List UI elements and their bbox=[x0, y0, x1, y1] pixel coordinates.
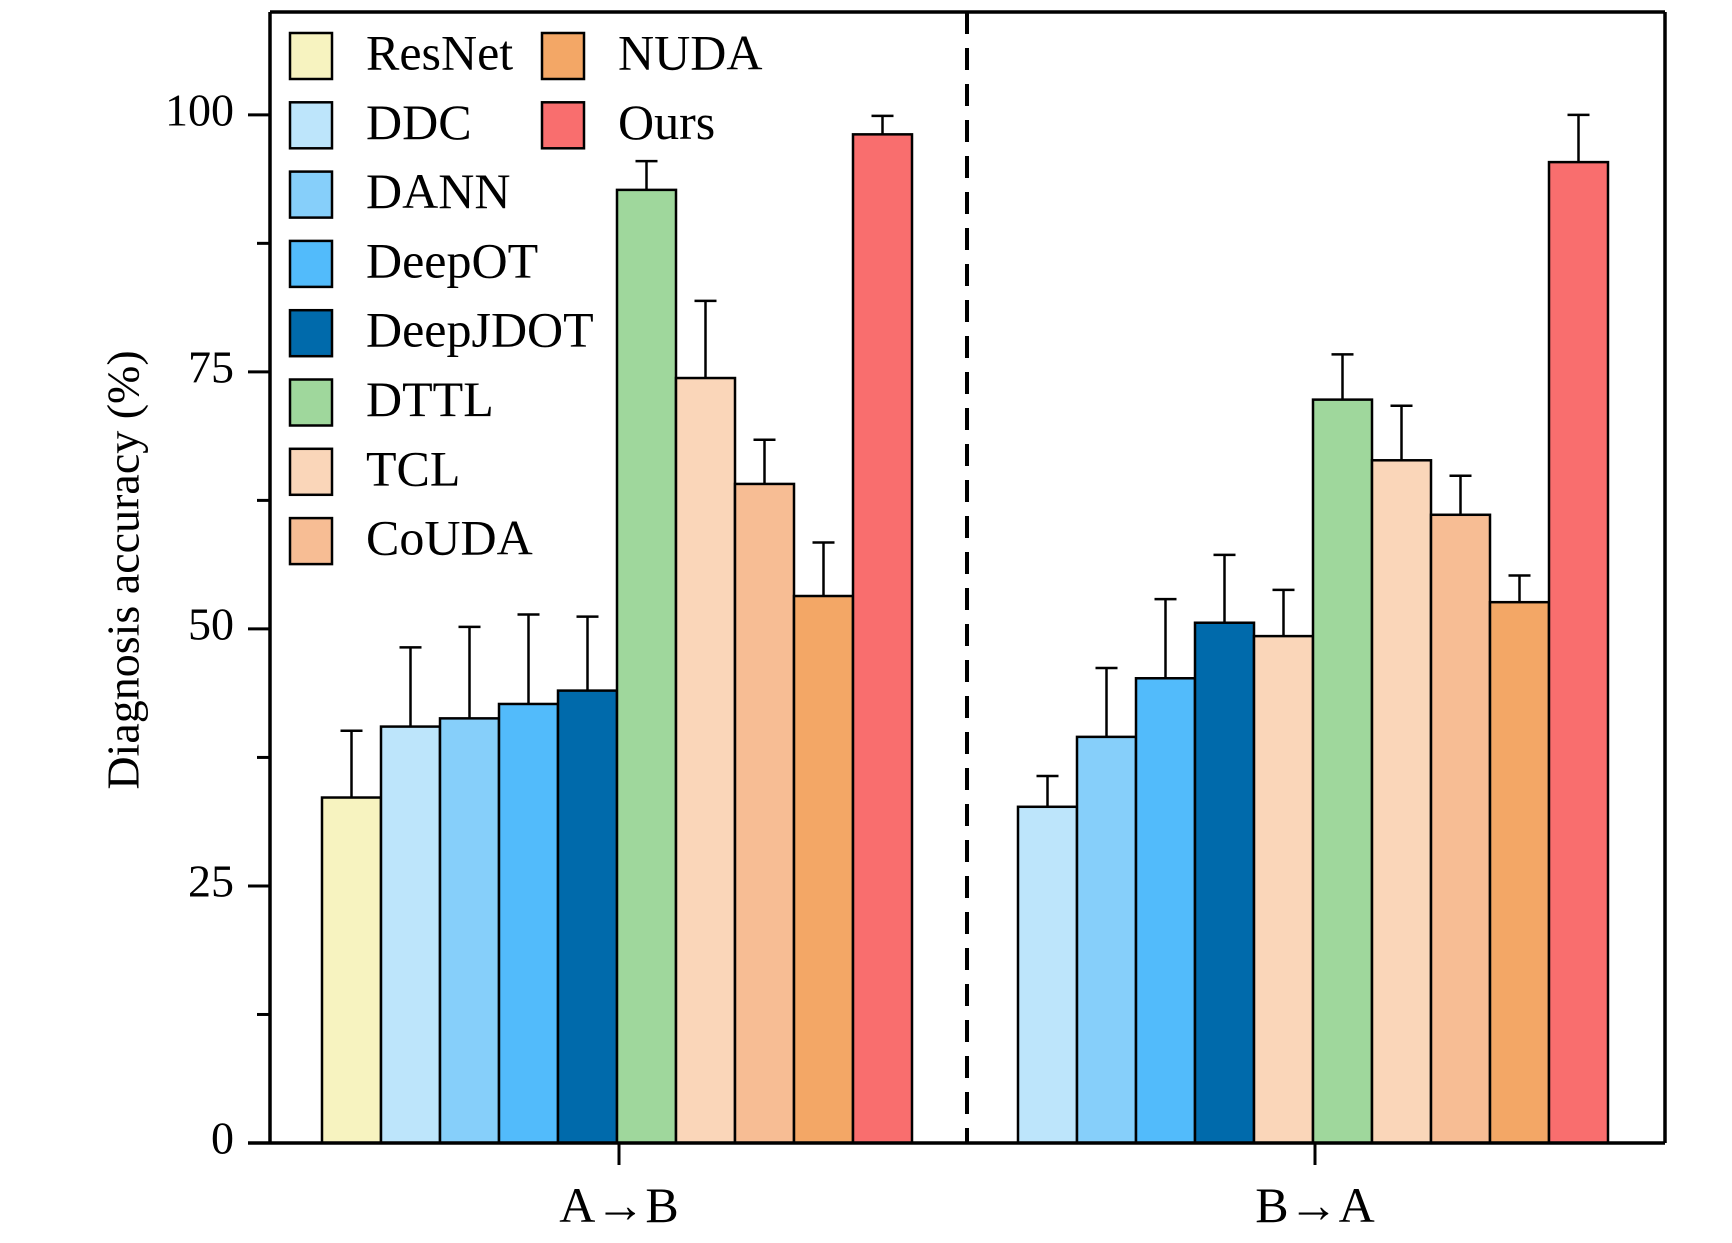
y-axis-title: Diagnosis accuracy (%) bbox=[98, 350, 149, 789]
legend-label-deepjdot: DeepJDOT bbox=[366, 302, 594, 358]
bar-b-a-tcl bbox=[1370, 459, 1433, 1145]
legend-swatch-couda bbox=[288, 516, 334, 566]
axes: 0 25 50 75 100 A→B B→A bbox=[165, 10, 1667, 1233]
legend-swatch-resnet bbox=[288, 31, 334, 81]
legend-label-resnet: ResNet bbox=[366, 24, 513, 80]
bar-b-a-deepjdot bbox=[1193, 621, 1256, 1145]
bar-b-a-nuda bbox=[1488, 600, 1551, 1145]
y-tick-label-50: 50 bbox=[188, 598, 234, 649]
bar-b-a-couda bbox=[1429, 513, 1492, 1145]
legend: ResNet DDC DANN DeepOT DeepJDOT DTTL TCL CoUDA N… bbox=[288, 24, 762, 566]
bar-a-b-tcl bbox=[674, 376, 737, 1145]
legend-label-deepot: DeepOT bbox=[366, 232, 538, 288]
legend-label-nuda: NUDA bbox=[618, 24, 762, 80]
x-tick-label-b-a: B→A bbox=[1255, 1177, 1374, 1233]
bar-a-b-couda bbox=[733, 482, 796, 1145]
legend-swatch-deepjdot bbox=[288, 308, 334, 358]
legend-label-ours: Ours bbox=[618, 94, 715, 150]
bar-b-a-tcl bbox=[1252, 634, 1315, 1145]
bar-b-a-dann bbox=[1075, 735, 1138, 1145]
y-tick-label-75: 75 bbox=[188, 341, 234, 392]
legend-label-dttl: DTTL bbox=[366, 371, 494, 427]
legend-label-couda: CoUDA bbox=[366, 510, 533, 566]
x-tick-label-a-b: A→B bbox=[559, 1177, 678, 1233]
legend-swatch-dttl bbox=[288, 378, 334, 427]
bar-a-b-ddc bbox=[379, 725, 442, 1145]
y-tick-label-25: 25 bbox=[188, 856, 234, 907]
legend-swatch-nuda bbox=[540, 31, 586, 81]
bar-a-b-nuda bbox=[792, 594, 855, 1145]
bar-b-a-ddc bbox=[1016, 805, 1079, 1145]
bar-b-a-deepot bbox=[1134, 677, 1197, 1145]
y-tick-label-100: 100 bbox=[165, 84, 234, 135]
legend-label-ddc: DDC bbox=[366, 94, 472, 150]
bar-b-a-ours bbox=[1547, 160, 1610, 1145]
legend-swatch-deepot bbox=[288, 239, 334, 289]
legend-swatch-ddc bbox=[288, 101, 334, 150]
legend-swatch-dann bbox=[288, 170, 334, 219]
bar-a-b-dttl bbox=[615, 188, 678, 1145]
legend-swatch-tcl bbox=[288, 447, 334, 497]
bar-b-a-dttl bbox=[1311, 398, 1374, 1145]
bar-a-b-resnet bbox=[320, 796, 383, 1145]
bar-a-b-ours bbox=[851, 133, 914, 1145]
y-tick-label-0: 0 bbox=[211, 1113, 234, 1164]
bar-a-b-deepjdot bbox=[556, 689, 619, 1145]
bar-a-b-dann bbox=[438, 717, 501, 1145]
legend-swatch-ours bbox=[540, 101, 586, 150]
plot-area bbox=[320, 113, 1610, 1145]
bar-a-b-deepot bbox=[497, 702, 560, 1145]
legend-label-tcl: TCL bbox=[366, 440, 460, 496]
legend-label-dann: DANN bbox=[366, 163, 510, 219]
